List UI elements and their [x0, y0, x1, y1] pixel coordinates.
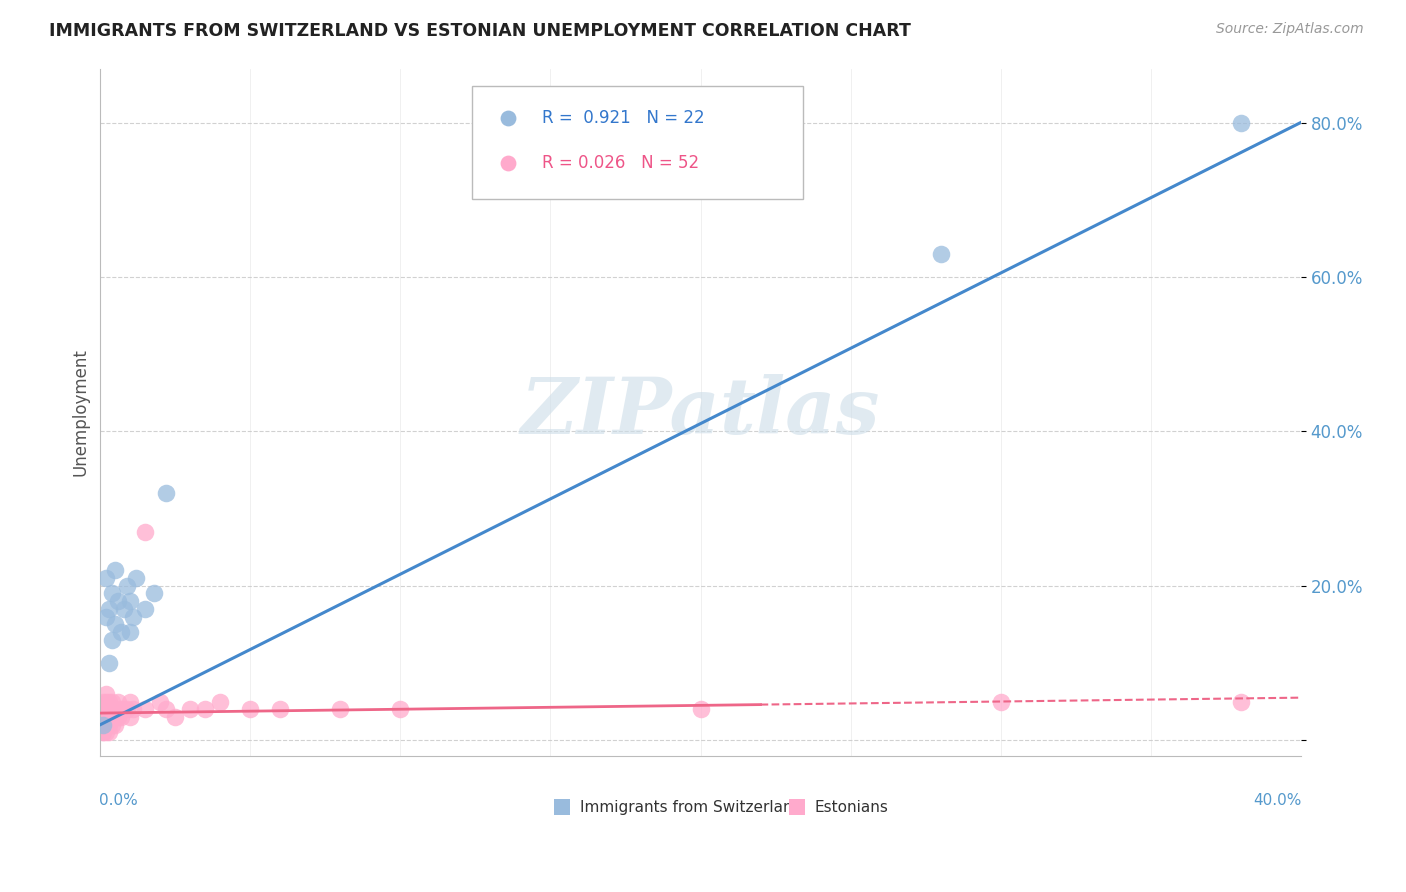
- Point: [120, 625, 142, 640]
- Point: [155, 486, 177, 500]
- Point: [117, 702, 139, 716]
- Point: [122, 609, 145, 624]
- Point: [107, 710, 129, 724]
- Point: [101, 717, 124, 731]
- Point: [120, 694, 142, 708]
- Text: Source: ZipAtlas.com: Source: ZipAtlas.com: [1216, 22, 1364, 37]
- Text: R =  0.921   N = 22: R = 0.921 N = 22: [543, 109, 704, 127]
- Point: [239, 702, 262, 716]
- Point: [112, 702, 135, 716]
- Text: Immigrants from Switzerland: Immigrants from Switzerland: [581, 799, 803, 814]
- Point: [101, 632, 124, 647]
- Point: [269, 702, 291, 716]
- Point: [1109, 68, 1132, 82]
- Point: [93, 717, 115, 731]
- Point: [93, 710, 115, 724]
- FancyBboxPatch shape: [472, 86, 803, 199]
- Point: [104, 617, 127, 632]
- Point: [101, 702, 124, 716]
- Point: [1109, 17, 1132, 31]
- Point: [93, 702, 115, 716]
- Point: [209, 694, 232, 708]
- Point: [155, 702, 177, 716]
- Point: [110, 702, 132, 716]
- Text: Estonians: Estonians: [814, 799, 889, 814]
- Point: [143, 586, 166, 600]
- Point: [96, 725, 118, 739]
- Point: [96, 710, 118, 724]
- Point: [104, 717, 127, 731]
- Point: [104, 563, 127, 577]
- Point: [98, 602, 121, 616]
- Point: [134, 524, 156, 539]
- Point: [149, 694, 172, 708]
- Point: [93, 710, 115, 724]
- Point: [110, 710, 132, 724]
- Point: [96, 571, 118, 585]
- Point: [107, 594, 129, 608]
- Point: [93, 725, 115, 739]
- Point: [96, 717, 118, 731]
- Point: [120, 594, 142, 608]
- Point: [98, 717, 121, 731]
- Point: [101, 694, 124, 708]
- Point: [929, 247, 952, 261]
- Point: [112, 602, 135, 616]
- Point: [179, 702, 201, 716]
- Point: [110, 625, 132, 640]
- Point: [98, 725, 121, 739]
- Point: [96, 710, 118, 724]
- Point: [98, 710, 121, 724]
- Point: [107, 694, 129, 708]
- Point: [101, 710, 124, 724]
- Point: [165, 710, 187, 724]
- Point: [98, 694, 121, 708]
- Point: [1229, 115, 1251, 129]
- Point: [122, 702, 145, 716]
- Point: [117, 579, 139, 593]
- Point: [1244, 791, 1267, 805]
- Point: [96, 609, 118, 624]
- Point: [93, 717, 115, 731]
- Text: ZIPatlas: ZIPatlas: [520, 374, 880, 450]
- Point: [134, 702, 156, 716]
- Point: [98, 656, 121, 670]
- Point: [93, 717, 115, 731]
- Point: [990, 694, 1012, 708]
- Point: [389, 702, 412, 716]
- Point: [125, 571, 148, 585]
- Point: [134, 602, 156, 616]
- Point: [93, 702, 115, 716]
- Point: [1229, 694, 1251, 708]
- Point: [194, 702, 217, 716]
- Point: [104, 702, 127, 716]
- Point: [104, 710, 127, 724]
- Text: R = 0.026   N = 52: R = 0.026 N = 52: [543, 154, 699, 172]
- Point: [93, 725, 115, 739]
- Point: [120, 710, 142, 724]
- Point: [98, 702, 121, 716]
- Text: 0.0%: 0.0%: [100, 793, 138, 808]
- Y-axis label: Unemployment: Unemployment: [72, 348, 89, 476]
- Point: [96, 702, 118, 716]
- Point: [93, 694, 115, 708]
- Text: 40.0%: 40.0%: [1254, 793, 1302, 808]
- Point: [689, 702, 711, 716]
- Point: [329, 702, 352, 716]
- Point: [96, 694, 118, 708]
- Point: [96, 687, 118, 701]
- Text: IMMIGRANTS FROM SWITZERLAND VS ESTONIAN UNEMPLOYMENT CORRELATION CHART: IMMIGRANTS FROM SWITZERLAND VS ESTONIAN …: [49, 22, 911, 40]
- Point: [101, 586, 124, 600]
